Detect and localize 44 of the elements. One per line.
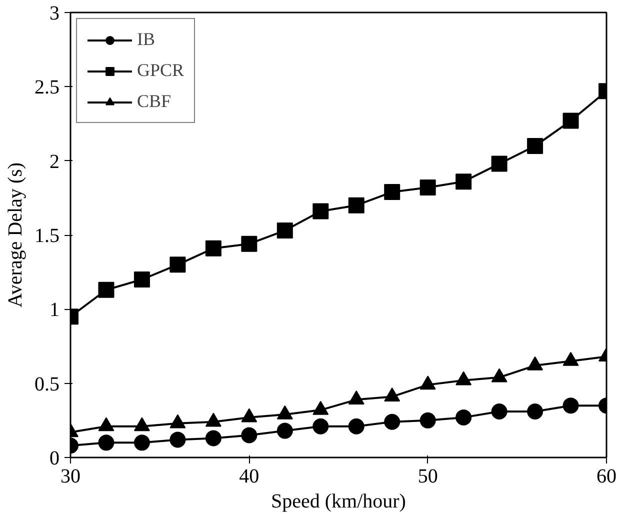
- point: [384, 414, 400, 430]
- y-tick-label: 3: [50, 2, 60, 24]
- point: [98, 434, 114, 451]
- point: [420, 412, 436, 428]
- x-tick-label: 40: [239, 466, 260, 488]
- x-tick-label: 30: [60, 466, 80, 488]
- point: [348, 418, 364, 434]
- point: [420, 180, 436, 196]
- point: [527, 138, 544, 154]
- point: [205, 240, 222, 256]
- x-axis-title: Speed (km/hour): [271, 490, 406, 512]
- y-tick-label: 1: [50, 299, 60, 322]
- point: [98, 282, 114, 298]
- legend-label: IB: [137, 29, 156, 50]
- point: [170, 432, 186, 448]
- point: [456, 174, 472, 190]
- legend-label: CBF: [137, 91, 172, 112]
- point: [170, 256, 186, 273]
- y-tick-label: 1.5: [34, 225, 60, 247]
- y-axis-title: Average Delay (s): [4, 162, 26, 308]
- point: [205, 430, 222, 446]
- point: [384, 184, 400, 200]
- legend-label: GPCR: [137, 60, 184, 81]
- point: [348, 197, 364, 214]
- point: [241, 236, 258, 252]
- y-tick-label: 0.5: [34, 373, 60, 396]
- point: [562, 112, 579, 129]
- x-tick-label: 50: [418, 466, 438, 488]
- point: [276, 222, 293, 239]
- point: [527, 404, 544, 420]
- y-tick-label: 0: [50, 448, 60, 470]
- point: [241, 427, 258, 444]
- point: [312, 203, 329, 220]
- y-tick-label: 2.5: [34, 76, 60, 99]
- point: [491, 404, 508, 420]
- x-tick-label: 60: [596, 466, 616, 488]
- point: [312, 418, 329, 434]
- point: [276, 422, 293, 439]
- y-tick-label: 2: [50, 150, 60, 173]
- point: [134, 434, 150, 451]
- point: [456, 409, 472, 426]
- point: [491, 156, 508, 172]
- point: [562, 398, 579, 414]
- point: [134, 272, 150, 288]
